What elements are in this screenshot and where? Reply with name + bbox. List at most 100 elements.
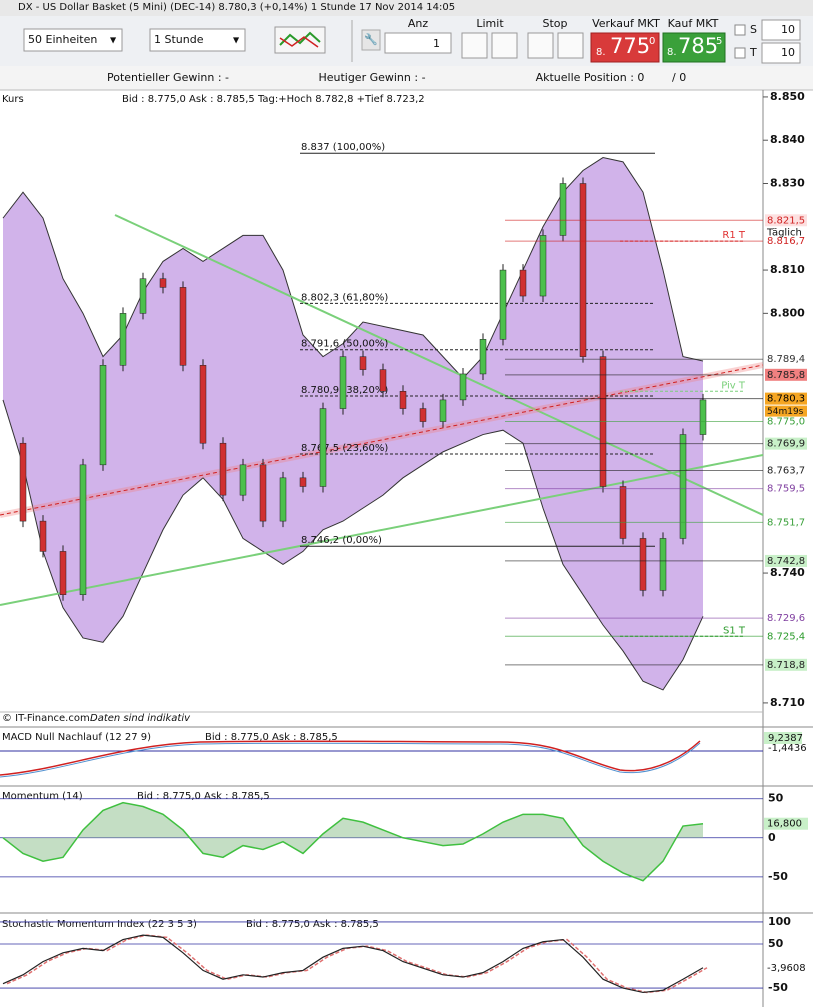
buy-price-big: 785 <box>678 34 718 58</box>
price-tag-label: 8.775,0 <box>767 417 805 428</box>
buy-button[interactable] <box>662 32 726 63</box>
macd-info: Bid : 8.775,0 Ask : 8.785,5 <box>205 732 338 743</box>
y-tick-label: 8.800 <box>770 306 805 319</box>
source: © IT-Finance.com <box>2 713 90 724</box>
s-input[interactable] <box>761 19 801 41</box>
macd-tag: 9,2387 <box>768 733 803 744</box>
candle <box>59 551 67 595</box>
limit-buy-button[interactable] <box>461 32 488 59</box>
price-tag <box>765 464 807 477</box>
candle <box>199 365 207 444</box>
candle <box>399 391 407 409</box>
price-tag-label: 8.816,7 <box>767 236 805 247</box>
stop-buy-button[interactable] <box>527 32 554 59</box>
main-chart: 8.837 (100,00%) 8.802,3 (61,80%) 8.791,6 (… <box>0 90 807 709</box>
price-tag <box>765 482 807 495</box>
candle <box>539 235 547 297</box>
stochastic-panel: 100 50 -50 -3,9608 <box>0 915 808 994</box>
y-tick-label: 8.850 <box>770 90 805 103</box>
momentum-area <box>3 802 703 881</box>
price-tag <box>765 214 807 227</box>
price-tag <box>765 392 807 405</box>
candle <box>619 486 627 539</box>
stochastic-title: Stochastic Momentum Index (22 3 5 3) <box>2 919 197 930</box>
limit-sell-button[interactable] <box>491 32 518 59</box>
price-tag <box>765 612 807 625</box>
price-tag-label: 8.821,5 <box>767 215 805 226</box>
pivot-label: S1 T <box>723 625 746 636</box>
units: 50 Einheiten <box>28 33 97 46</box>
candle <box>499 269 507 340</box>
candle <box>79 464 87 595</box>
sell-button[interactable] <box>590 32 660 63</box>
candle <box>239 464 247 496</box>
fib-label: 8.802,3 (61,80%) <box>301 292 388 303</box>
title-bar: DX - US Dollar Basket (5 Mini) (DEC-14) … <box>18 2 455 13</box>
price-tag <box>765 235 807 248</box>
upper-band <box>2 156 704 380</box>
value-tag <box>764 817 808 830</box>
sell-price-small: 8. <box>596 47 606 58</box>
candle <box>659 538 667 591</box>
price-tag <box>765 630 807 643</box>
price-tag-label: 8.789,4 <box>767 354 805 365</box>
limit-label: Limit <box>476 17 504 30</box>
candle <box>679 434 687 539</box>
fib-label: 8.767,5 (23,60%) <box>301 443 388 454</box>
price-tag-label: 8.751,7 <box>767 517 805 528</box>
trend-line <box>0 364 764 516</box>
note: Daten sind indikativ <box>90 713 191 724</box>
anz-label: Anz <box>408 17 428 30</box>
stochastic-line <box>2 934 704 994</box>
price-tag-label: 8.769,9 <box>767 439 805 450</box>
y-tick-label: -50 <box>768 981 788 994</box>
s-checkbox[interactable] <box>734 24 746 36</box>
today-gain: Heutiger Gewinn : - <box>318 71 425 84</box>
candle <box>359 356 367 370</box>
candle <box>219 442 227 496</box>
value-tag <box>764 961 808 974</box>
candle <box>519 269 527 297</box>
candle <box>159 278 167 288</box>
candle <box>19 442 27 522</box>
buy-price-small: 8. <box>667 47 677 58</box>
anz-input[interactable] <box>384 32 452 54</box>
t-checkbox[interactable] <box>734 47 746 59</box>
interval: 1 Stunde <box>154 33 204 46</box>
candle <box>639 538 647 591</box>
y-tick-label: 8.830 <box>770 176 805 189</box>
price-tag-label: 8.742,8 <box>767 556 805 567</box>
candle <box>459 373 467 401</box>
settings-button[interactable] <box>361 29 381 51</box>
stop-label: Stop <box>542 17 567 30</box>
price-tag-label: 8.785,8 <box>767 370 805 381</box>
units-select[interactable] <box>23 28 123 52</box>
wrench-icon: 🔧 <box>364 32 378 46</box>
trend-line <box>114 214 764 516</box>
chart-info: Bid : 8.775,0 Ask : 8.785,5 Tag:+Hoch 8.… <box>122 94 425 105</box>
caret: ▼ <box>233 36 240 45</box>
s-value: 10 <box>781 23 795 36</box>
signal-line <box>6 934 708 994</box>
value-tag-label: 16,800 <box>767 819 802 830</box>
price-tag-label: 8.718,8 <box>767 660 805 671</box>
price-tag-label: 8.759,5 <box>767 484 805 495</box>
candle <box>179 287 187 366</box>
price-tag-label: 8.729,6 <box>767 613 805 624</box>
interval-select[interactable] <box>149 28 246 52</box>
t-input[interactable] <box>761 42 801 64</box>
candle <box>559 183 567 236</box>
y-tick-label: 0 <box>768 831 776 844</box>
sell-price-sub: 0 <box>649 36 655 47</box>
candle <box>119 313 127 366</box>
stop-sell-button[interactable] <box>557 32 584 59</box>
lower-band <box>2 399 704 691</box>
y-tick-label: 8.840 <box>770 133 805 146</box>
buy-price-sub: 5 <box>716 36 722 47</box>
pivot-label: Piv T <box>721 380 746 391</box>
momentum-panel: 50 0 -50 16,800 <box>0 792 808 883</box>
potential-gain: Potentieller Gewinn : - <box>107 71 229 84</box>
value-tag-label: -3,9608 <box>767 963 806 974</box>
price-tag <box>765 554 807 567</box>
y-tick-label: 8.810 <box>770 263 805 276</box>
